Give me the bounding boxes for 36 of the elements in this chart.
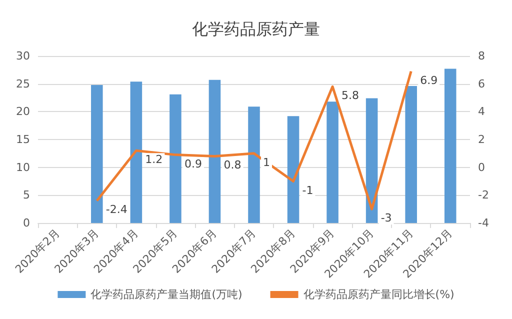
y-tick-label: 15	[16, 133, 30, 146]
data-label: 5.8	[342, 89, 360, 102]
bar	[130, 82, 142, 223]
y-tick-label: 30	[16, 50, 30, 62]
y-tick-label: 20	[16, 105, 30, 118]
y2-tick-label: 0	[478, 160, 485, 174]
bar	[444, 68, 456, 223]
legend-label: 化学药品原药产量同比增长(%)	[303, 288, 454, 301]
y2-tick-label: 6	[478, 77, 485, 90]
chart-title: 化学药品原药产量	[192, 20, 320, 38]
data-label: -2.4	[106, 203, 128, 216]
y2-tick-label: 2	[478, 133, 485, 146]
y2-tick-label: -2	[478, 188, 489, 202]
y2-tick-label: 4	[478, 105, 485, 118]
y-tick-label: 25	[16, 77, 30, 90]
data-label: 6.9	[420, 74, 438, 87]
data-label: 0.9	[184, 157, 202, 170]
bar	[405, 86, 417, 223]
data-label: -3	[380, 212, 392, 225]
bar	[170, 94, 182, 223]
bar	[91, 84, 103, 223]
bar	[208, 80, 221, 223]
data-label: 1.2	[145, 153, 163, 166]
bar	[287, 116, 300, 223]
data-label: 1	[263, 156, 270, 169]
y2-tick-label: -4	[478, 216, 489, 230]
data-label: 0.8	[224, 158, 242, 172]
bar	[248, 106, 260, 223]
y-tick-label: 10	[16, 160, 30, 174]
data-label: -1	[302, 184, 314, 197]
bar	[366, 98, 378, 223]
legend-label: 化学药品原药产量当期值(万吨)	[90, 288, 242, 301]
bar	[326, 102, 338, 223]
y2-tick-label: 8	[478, 50, 485, 62]
y-tick-label: 5	[23, 188, 30, 202]
y-tick-label: 0	[23, 216, 30, 230]
